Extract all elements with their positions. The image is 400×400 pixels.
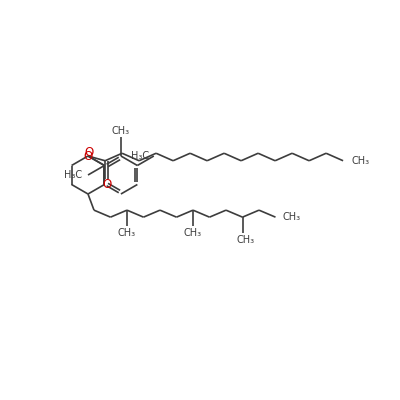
Text: O: O [102, 178, 112, 191]
Text: CH₃: CH₃ [118, 228, 136, 238]
Text: O: O [84, 146, 94, 158]
Text: CH₃: CH₃ [282, 212, 301, 222]
Text: CH₃: CH₃ [184, 228, 202, 238]
Text: H₃C: H₃C [64, 170, 82, 180]
Text: CH₃: CH₃ [112, 126, 130, 136]
Text: H₃C: H₃C [131, 151, 149, 161]
Text: CH₃: CH₃ [236, 235, 254, 245]
Text: O: O [83, 150, 93, 162]
Text: CH₃: CH₃ [351, 156, 369, 166]
